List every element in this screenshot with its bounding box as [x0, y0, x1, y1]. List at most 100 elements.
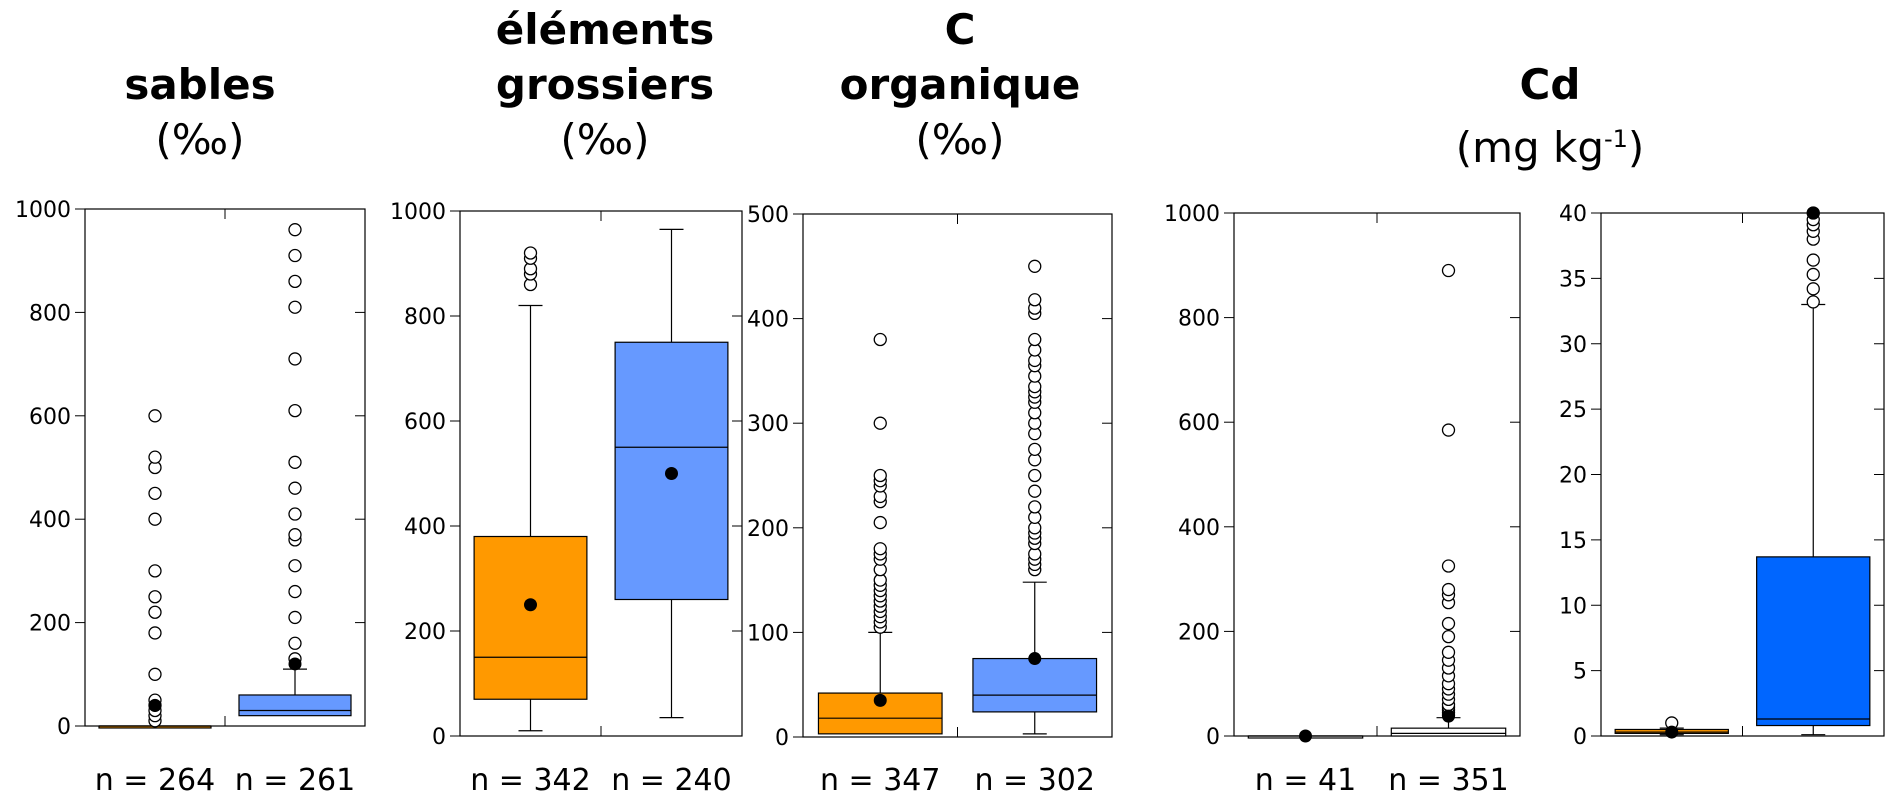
outlier-point: [1441, 616, 1456, 631]
outlier-point: [148, 590, 162, 604]
outlier-point: [523, 246, 538, 260]
y-tick-label: 600: [1178, 411, 1220, 436]
y-tick-label: 800: [404, 305, 446, 330]
outlier-point: [288, 559, 302, 573]
mean-point: [665, 467, 678, 480]
y-tick-label: 20: [1559, 464, 1587, 489]
box-2: [238, 223, 352, 717]
n-label: n = 302: [975, 763, 1095, 795]
outlier-point: [288, 223, 302, 237]
outlier-point: [288, 610, 302, 625]
outlier-point: [1028, 500, 1042, 514]
y-tick-label: 100: [747, 621, 789, 646]
outlier-point: [1441, 423, 1456, 437]
y-tick-label: 200: [1178, 620, 1220, 645]
title-cd-unit-base: (mg kg: [1455, 123, 1604, 172]
y-tick-label: 15: [1559, 529, 1587, 554]
box-2: [614, 228, 729, 719]
y-tick-label: 40: [1559, 202, 1587, 227]
chart-panel-5: 0 5 10 15 20 25 30 35 40: [1559, 202, 1885, 750]
n-label: n = 351: [1388, 763, 1508, 795]
plot-frame: [84, 208, 366, 727]
outlier-point: [1441, 629, 1456, 644]
mean-point: [1299, 729, 1312, 743]
y-tick-label: 0: [1573, 725, 1587, 750]
outlier-point: [148, 667, 162, 681]
outlier-point: [1806, 267, 1820, 282]
box-2: [1390, 263, 1507, 737]
n-label: n = 264: [95, 763, 215, 795]
y-tick-label: 10: [1559, 594, 1587, 619]
n-label: n = 41: [1255, 763, 1356, 795]
outlier-point: [1806, 253, 1820, 267]
y-tick-label: 400: [1178, 516, 1220, 541]
title-sables-unit: (‰): [155, 115, 245, 164]
title-cd-unit-sup: -1: [1603, 125, 1628, 153]
outlier-point: [1441, 582, 1456, 597]
title-corg-unit: (‰): [915, 115, 1005, 164]
title-elements-unit: (‰): [560, 115, 650, 164]
box-1: [817, 332, 943, 735]
outlier-point: [148, 512, 162, 526]
y-tick-label: 200: [29, 612, 71, 637]
plot-frame: [1233, 212, 1521, 737]
outlier-point: [873, 416, 887, 430]
outlier-point: [873, 468, 887, 483]
outlier-point: [1441, 263, 1456, 278]
outlier-point: [148, 409, 162, 423]
y-tick-label: 600: [404, 410, 446, 435]
y-tick-label: 400: [747, 308, 789, 333]
mean-point: [1806, 206, 1820, 220]
box-1: [1247, 729, 1364, 743]
outlier-point: [1028, 332, 1042, 347]
title-corg-line1: C: [944, 5, 976, 54]
title-sables-main: sables: [124, 60, 276, 109]
box-body: [473, 535, 588, 700]
outlier-point: [1028, 468, 1042, 483]
y-tick-label: 800: [29, 301, 71, 326]
y-tick-label: 1000: [15, 198, 71, 223]
y-tick-label: 25: [1559, 398, 1587, 423]
n-label: n = 347: [820, 763, 940, 795]
title-corg: C organique (‰): [820, 2, 1100, 167]
outlier-point: [1806, 282, 1820, 296]
title-cd-unit: (mg kg-1): [1400, 112, 1700, 175]
mean-point: [873, 693, 887, 707]
n-label: n = 240: [611, 763, 731, 795]
chart-panel-2: 0 200 400 600 800 1000 n = 342 n = 240: [390, 200, 743, 795]
box-body: [972, 657, 1098, 713]
box-2: [972, 259, 1098, 735]
outlier-point: [148, 626, 162, 640]
title-cd-unit-end: ): [1627, 123, 1645, 172]
y-tick-label: 400: [404, 515, 446, 540]
title-elements: éléments grossiers (‰): [440, 2, 770, 167]
outlier-point: [288, 636, 302, 650]
y-tick-label: 0: [432, 725, 446, 750]
y-tick-label: 200: [747, 517, 789, 542]
outlier-point: [148, 564, 162, 578]
box-1: [473, 246, 588, 732]
chart-panel-1: 0 200 400 600 800 1000 n = 264 n = 261: [15, 198, 366, 795]
title-corg-line2: organique: [839, 60, 1081, 109]
box-1: [1614, 716, 1729, 739]
box-1: [98, 409, 212, 729]
title-sables: sables (‰): [70, 57, 330, 167]
outlier-point: [288, 584, 302, 599]
outlier-point: [288, 300, 302, 314]
outlier-point: [1028, 259, 1042, 273]
outlier-point: [288, 455, 302, 469]
outlier-point: [288, 274, 302, 289]
y-tick-label: 0: [1206, 725, 1220, 750]
outlier-point: [288, 481, 302, 495]
y-tick-label: 400: [29, 508, 71, 533]
y-tick-label: 0: [775, 726, 789, 751]
box-body: [1756, 556, 1871, 727]
outlier-point: [288, 528, 302, 542]
y-tick-label: 35: [1559, 267, 1587, 292]
y-tick-label: 0: [57, 715, 71, 740]
y-tick-label: 300: [747, 412, 789, 437]
box-2: [1756, 206, 1871, 736]
y-tick-label: 200: [404, 620, 446, 645]
mean-point: [148, 698, 162, 712]
